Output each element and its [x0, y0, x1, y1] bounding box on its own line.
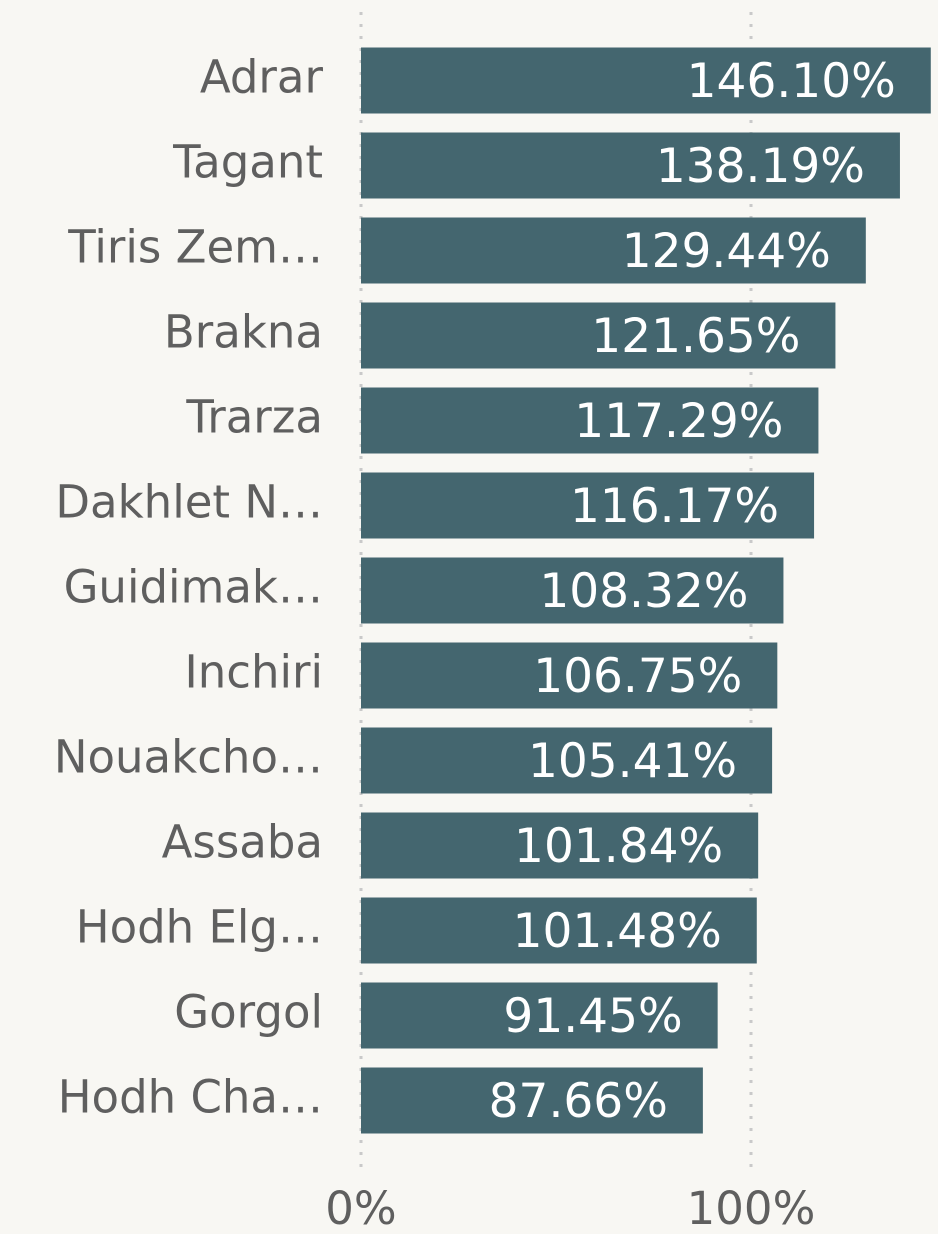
bar: [361, 982, 718, 1049]
bar: [361, 387, 819, 454]
bar: [361, 47, 931, 114]
y-tick-label: Hodh Elg…: [76, 901, 323, 954]
y-tick-label: Gorgol: [174, 986, 323, 1039]
bar: [361, 642, 778, 709]
y-tick-label: Dakhlet N…: [55, 476, 323, 529]
y-tick-label: Trarza: [185, 391, 323, 444]
data-label: 121.65%: [591, 309, 800, 364]
data-label: 101.48%: [513, 904, 722, 959]
data-label: 146.10%: [687, 54, 896, 109]
y-tick-label: Tiris Zem…: [67, 221, 323, 274]
data-label: 129.44%: [622, 224, 831, 279]
bar: [361, 132, 900, 199]
bar: [361, 472, 815, 539]
y-tick-label: Assaba: [162, 816, 323, 869]
bar: [361, 302, 836, 369]
bar: [361, 557, 784, 624]
y-tick-label: Adrar: [200, 51, 324, 104]
y-tick-label: Tagant: [172, 136, 323, 189]
y-tick-label: Hodh Cha…: [58, 1071, 323, 1124]
data-label: 116.17%: [570, 479, 779, 534]
y-tick-label: Nouakcho…: [54, 731, 323, 784]
data-label: 117.29%: [574, 394, 783, 449]
x-tick-label: 0%: [325, 1182, 396, 1234]
data-label: 101.84%: [514, 819, 723, 874]
bar: [361, 812, 759, 879]
y-tick-label: Brakna: [164, 306, 323, 359]
bar: [361, 897, 757, 964]
data-label: 108.32%: [539, 564, 748, 619]
bar: [361, 217, 866, 284]
y-tick-label: Inchiri: [184, 646, 323, 699]
data-label: 87.66%: [489, 1074, 668, 1129]
x-tick-label: 100%: [687, 1182, 816, 1234]
y-tick-label: Guidimak…: [64, 561, 323, 614]
bar: [361, 1067, 703, 1134]
data-label: 91.45%: [503, 989, 682, 1044]
data-label: 138.19%: [656, 139, 865, 194]
data-label: 106.75%: [533, 649, 742, 704]
bar: [361, 727, 773, 794]
data-label: 105.41%: [528, 734, 737, 789]
